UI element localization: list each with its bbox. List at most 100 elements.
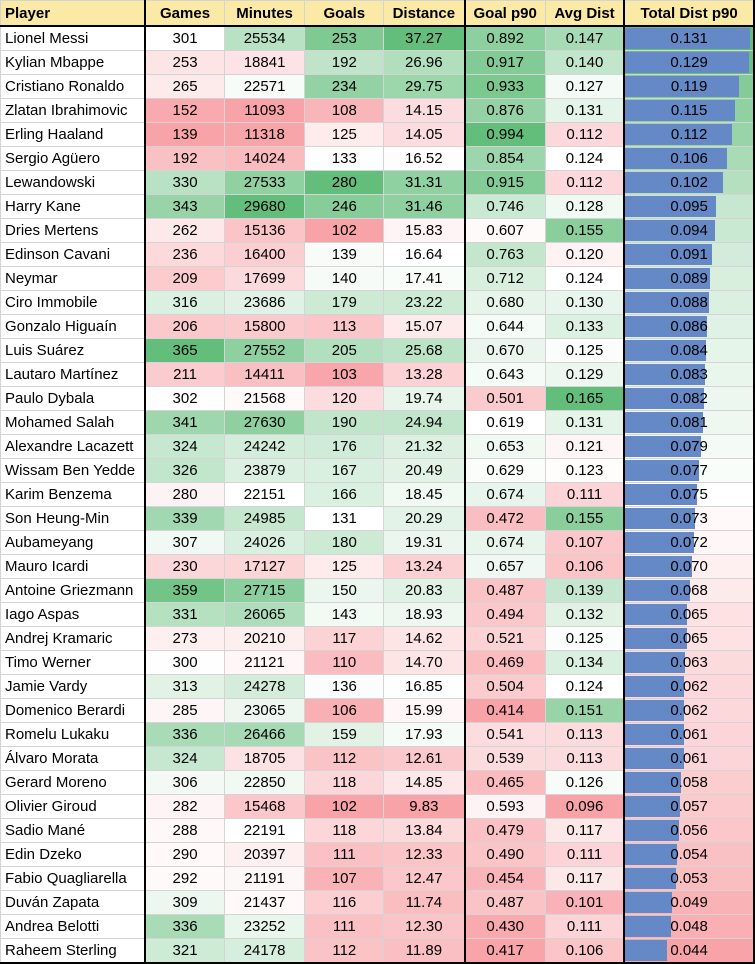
player-name-cell[interactable]: Lautaro Martínez: [0, 362, 146, 387]
goals-cell[interactable]: 192: [304, 50, 385, 75]
games-cell[interactable]: 253: [144, 50, 225, 75]
goal-p90-cell[interactable]: 0.487: [463, 578, 546, 603]
minutes-cell[interactable]: 27533: [223, 170, 306, 195]
avg-dist-cell[interactable]: 0.113: [544, 746, 625, 771]
avg-dist-cell[interactable]: 0.128: [544, 194, 625, 219]
goals-cell[interactable]: 176: [304, 434, 385, 459]
games-cell[interactable]: 307: [144, 530, 225, 555]
goal-p90-cell[interactable]: 0.593: [463, 794, 546, 819]
player-name-cell[interactable]: Mohamed Salah: [0, 410, 146, 435]
player-name-cell[interactable]: Jamie Vardy: [0, 674, 146, 699]
avg-dist-cell[interactable]: 0.125: [544, 338, 625, 363]
player-name-cell[interactable]: Wissam Ben Yedde: [0, 458, 146, 483]
avg-dist-cell[interactable]: 0.127: [544, 74, 625, 99]
player-name-cell[interactable]: Alexandre Lacazett: [0, 434, 146, 459]
games-cell[interactable]: 331: [144, 602, 225, 627]
distance-cell[interactable]: 14.62: [383, 626, 465, 651]
total-dist-p90-cell[interactable]: 0.061: [623, 746, 755, 771]
goals-cell[interactable]: 133: [304, 146, 385, 171]
total-dist-p90-cell[interactable]: 0.072: [623, 530, 755, 555]
distance-cell[interactable]: 12.30: [383, 914, 465, 939]
minutes-cell[interactable]: 21568: [223, 386, 306, 411]
avg-dist-cell[interactable]: 0.096: [544, 794, 625, 819]
goal-p90-cell[interactable]: 0.746: [463, 194, 546, 219]
goal-p90-cell[interactable]: 0.933: [463, 74, 546, 99]
header-minutes[interactable]: Minutes: [223, 0, 306, 27]
goal-p90-cell[interactable]: 0.414: [463, 698, 546, 723]
goals-cell[interactable]: 107: [304, 866, 385, 891]
avg-dist-cell[interactable]: 0.107: [544, 530, 625, 555]
games-cell[interactable]: 336: [144, 722, 225, 747]
avg-dist-cell[interactable]: 0.132: [544, 602, 625, 627]
minutes-cell[interactable]: 21121: [223, 650, 306, 675]
games-cell[interactable]: 359: [144, 578, 225, 603]
avg-dist-cell[interactable]: 0.165: [544, 386, 625, 411]
games-cell[interactable]: 339: [144, 506, 225, 531]
games-cell[interactable]: 292: [144, 866, 225, 891]
minutes-cell[interactable]: 18705: [223, 746, 306, 771]
avg-dist-cell[interactable]: 0.151: [544, 698, 625, 723]
goals-cell[interactable]: 179: [304, 290, 385, 315]
total-dist-p90-cell[interactable]: 0.079: [623, 434, 755, 459]
avg-dist-cell[interactable]: 0.131: [544, 98, 625, 123]
avg-dist-cell[interactable]: 0.123: [544, 458, 625, 483]
goals-cell[interactable]: 118: [304, 770, 385, 795]
total-dist-p90-cell[interactable]: 0.112: [623, 122, 755, 147]
distance-cell[interactable]: 11.74: [383, 890, 465, 915]
games-cell[interactable]: 321: [144, 938, 225, 964]
total-dist-p90-cell[interactable]: 0.061: [623, 722, 755, 747]
total-dist-p90-cell[interactable]: 0.088: [623, 290, 755, 315]
goal-p90-cell[interactable]: 0.487: [463, 890, 546, 915]
player-name-cell[interactable]: Dries Mertens: [0, 218, 146, 243]
games-cell[interactable]: 341: [144, 410, 225, 435]
distance-cell[interactable]: 18.93: [383, 602, 465, 627]
player-name-cell[interactable]: Olivier Giroud: [0, 794, 146, 819]
distance-cell[interactable]: 11.89: [383, 938, 465, 964]
minutes-cell[interactable]: 27715: [223, 578, 306, 603]
avg-dist-cell[interactable]: 0.106: [544, 554, 625, 579]
avg-dist-cell[interactable]: 0.101: [544, 890, 625, 915]
goals-cell[interactable]: 110: [304, 650, 385, 675]
games-cell[interactable]: 313: [144, 674, 225, 699]
minutes-cell[interactable]: 29680: [223, 194, 306, 219]
distance-cell[interactable]: 21.32: [383, 434, 465, 459]
games-cell[interactable]: 343: [144, 194, 225, 219]
minutes-cell[interactable]: 23065: [223, 698, 306, 723]
distance-cell[interactable]: 19.74: [383, 386, 465, 411]
total-dist-p90-cell[interactable]: 0.058: [623, 770, 755, 795]
minutes-cell[interactable]: 23686: [223, 290, 306, 315]
player-name-cell[interactable]: Luis Suárez: [0, 338, 146, 363]
total-dist-p90-cell[interactable]: 0.131: [623, 25, 755, 51]
avg-dist-cell[interactable]: 0.111: [544, 914, 625, 939]
minutes-cell[interactable]: 23252: [223, 914, 306, 939]
avg-dist-cell[interactable]: 0.129: [544, 362, 625, 387]
total-dist-p90-cell[interactable]: 0.082: [623, 386, 755, 411]
distance-cell[interactable]: 16.64: [383, 242, 465, 267]
avg-dist-cell[interactable]: 0.117: [544, 866, 625, 891]
distance-cell[interactable]: 14.05: [383, 122, 465, 147]
player-name-cell[interactable]: Romelu Lukaku: [0, 722, 146, 747]
goals-cell[interactable]: 112: [304, 746, 385, 771]
distance-cell[interactable]: 20.83: [383, 578, 465, 603]
goals-cell[interactable]: 108: [304, 98, 385, 123]
total-dist-p90-cell[interactable]: 0.119: [623, 74, 755, 99]
goal-p90-cell[interactable]: 0.607: [463, 218, 546, 243]
minutes-cell[interactable]: 22850: [223, 770, 306, 795]
distance-cell[interactable]: 20.49: [383, 458, 465, 483]
player-name-cell[interactable]: Sergio Agüero: [0, 146, 146, 171]
goal-p90-cell[interactable]: 0.469: [463, 650, 546, 675]
goals-cell[interactable]: 102: [304, 218, 385, 243]
distance-cell[interactable]: 25.68: [383, 338, 465, 363]
goals-cell[interactable]: 150: [304, 578, 385, 603]
total-dist-p90-cell[interactable]: 0.083: [623, 362, 755, 387]
distance-cell[interactable]: 9.83: [383, 794, 465, 819]
goals-cell[interactable]: 234: [304, 74, 385, 99]
player-name-cell[interactable]: Erling Haaland: [0, 122, 146, 147]
total-dist-p90-cell[interactable]: 0.065: [623, 626, 755, 651]
goal-p90-cell[interactable]: 0.539: [463, 746, 546, 771]
games-cell[interactable]: 192: [144, 146, 225, 171]
games-cell[interactable]: 302: [144, 386, 225, 411]
goal-p90-cell[interactable]: 0.854: [463, 146, 546, 171]
goals-cell[interactable]: 205: [304, 338, 385, 363]
distance-cell[interactable]: 16.52: [383, 146, 465, 171]
